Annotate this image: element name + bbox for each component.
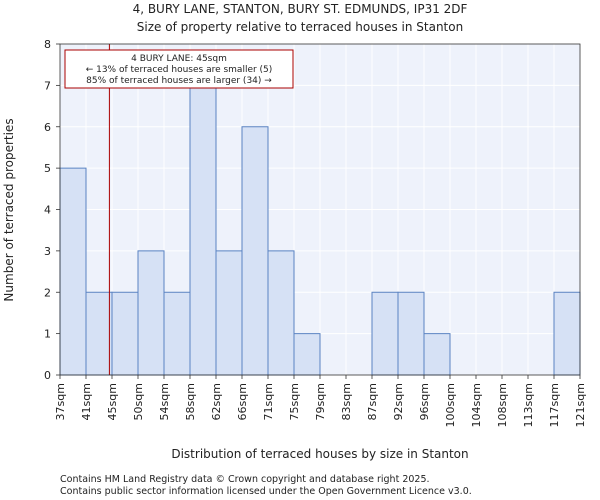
histogram-bar	[553, 291, 581, 376]
x-tick-label: 54sqm	[158, 383, 171, 420]
x-tick-label: 108sqm	[496, 383, 509, 427]
x-tick-label: 100sqm	[444, 383, 457, 427]
bars	[59, 84, 581, 376]
y-tick-label: 0	[44, 369, 51, 382]
histogram-bar	[371, 291, 399, 376]
x-axis-label: Distribution of terraced houses by size …	[171, 447, 468, 461]
footer-line-1: Contains HM Land Registry data © Crown c…	[60, 474, 430, 485]
histogram-bar	[137, 250, 165, 376]
x-tick-label: 66sqm	[236, 383, 249, 420]
x-tick-label: 62sqm	[210, 383, 223, 420]
y-axis-label: Number of terraced properties	[2, 118, 16, 301]
y-tick-label: 6	[44, 121, 51, 134]
x-tick-label: 87sqm	[366, 383, 379, 420]
histogram-bar	[59, 167, 87, 376]
annotation-line-1: 4 BURY LANE: 45sqm	[131, 54, 227, 64]
y-tick-label: 8	[44, 38, 51, 51]
x-tick-label: 104sqm	[470, 383, 483, 427]
y-tick-label: 3	[44, 245, 51, 258]
histogram-bar	[241, 126, 269, 376]
annotation-box-frame	[64, 49, 294, 89]
x-tick-label: 92sqm	[392, 383, 405, 420]
histogram-bar	[267, 250, 295, 376]
annotation-line-2: ← 13% of terraced houses are smaller (5)	[86, 65, 273, 75]
x-tick-label: 37sqm	[54, 383, 67, 420]
marker-annotation: 4 BURY LANE: 45sqm ← 13% of terraced hou…	[64, 49, 294, 89]
chart-title-line-2: Size of property relative to terraced ho…	[137, 20, 463, 34]
x-tick-label: 96sqm	[418, 383, 431, 420]
histogram-bar	[163, 291, 191, 376]
y-axis-ticks: 0 1 2 3 4 5 6 7 8	[44, 38, 60, 382]
x-tick-label: 83sqm	[340, 383, 353, 420]
y-tick-label: 4	[44, 204, 51, 217]
x-tick-label: 45sqm	[106, 383, 119, 420]
x-tick-label: 121sqm	[574, 383, 587, 427]
y-tick-label: 5	[44, 162, 51, 175]
histogram-bar	[397, 291, 425, 376]
x-tick-label: 58sqm	[184, 383, 197, 420]
x-tick-label: 50sqm	[132, 383, 145, 420]
x-tick-label: 75sqm	[288, 383, 301, 420]
histogram-bar	[293, 333, 321, 376]
y-tick-label: 2	[44, 286, 51, 299]
x-tick-label: 113sqm	[522, 383, 535, 427]
y-tick-label: 1	[44, 328, 51, 341]
chart-title-line-1: 4, BURY LANE, STANTON, BURY ST. EDMUNDS,…	[133, 2, 468, 16]
histogram-bar	[85, 291, 113, 376]
histogram-bar	[189, 84, 217, 376]
annotation-line-3: 85% of terraced houses are larger (34) →	[86, 76, 272, 86]
x-tick-label: 79sqm	[314, 383, 327, 420]
histogram-bar	[215, 250, 243, 376]
x-axis-ticks: 37sqm 41sqm 45sqm 50sqm 54sqm 58sqm 62sqm 66sqm…	[54, 375, 587, 427]
x-tick-label: 41sqm	[80, 383, 93, 420]
y-tick-label: 7	[44, 79, 51, 92]
x-tick-label: 71sqm	[262, 383, 275, 420]
histogram-bar	[111, 291, 139, 376]
footer-line-2: Contains public sector information licen…	[60, 486, 472, 497]
histogram-bar	[423, 333, 451, 376]
x-tick-label: 117sqm	[548, 383, 561, 427]
